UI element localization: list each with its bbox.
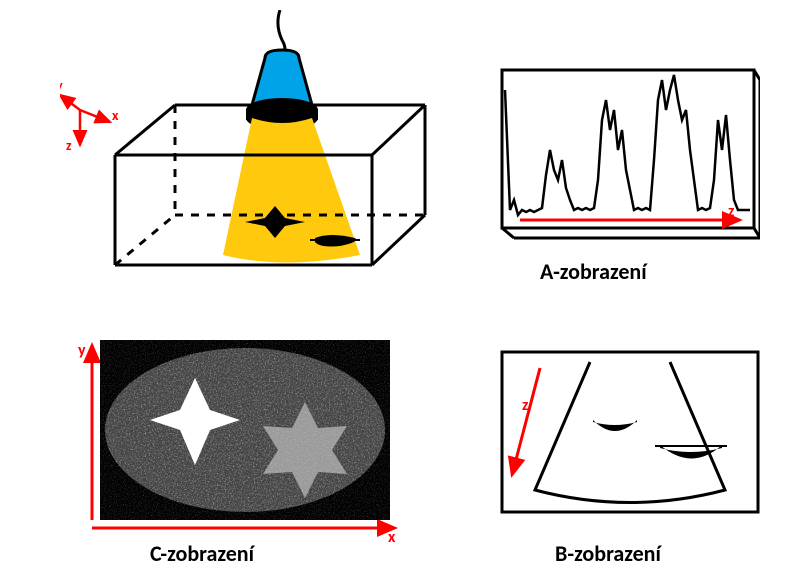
panel-b-scan: z xyxy=(500,350,760,520)
b-scan-target-2 xyxy=(660,445,722,459)
c-scan-x-label: x xyxy=(388,528,396,547)
c-scan-y-label: y xyxy=(78,341,86,360)
panel-a-scan: z xyxy=(500,60,760,240)
b-scan-sector xyxy=(535,362,725,503)
panel-3d-scene: x y z xyxy=(60,10,460,290)
scene-3d-svg: x y z xyxy=(60,10,460,290)
a-scan-caption: A-zobrazení xyxy=(540,258,647,285)
b-scan-frame xyxy=(502,352,758,512)
b-scan-caption: B-zobrazení xyxy=(555,540,661,567)
b-scan-target-1 xyxy=(593,420,637,431)
axis-label-z: z xyxy=(66,137,72,154)
c-scan-caption: C-zobrazení xyxy=(150,540,254,567)
c-scan-svg: y x xyxy=(70,330,410,550)
panel-c-scan: y x xyxy=(70,330,410,550)
b-scan-z-label: z xyxy=(522,396,528,415)
a-scan-z-label: z xyxy=(728,202,734,221)
b-scan-z-arrow xyxy=(512,368,540,475)
axis-label-y: y xyxy=(60,77,63,94)
a-scan-signal xyxy=(505,75,750,215)
a-scan-svg: z xyxy=(500,60,760,240)
b-scan-svg: z xyxy=(500,350,760,520)
axis-label-x: x xyxy=(112,107,119,124)
